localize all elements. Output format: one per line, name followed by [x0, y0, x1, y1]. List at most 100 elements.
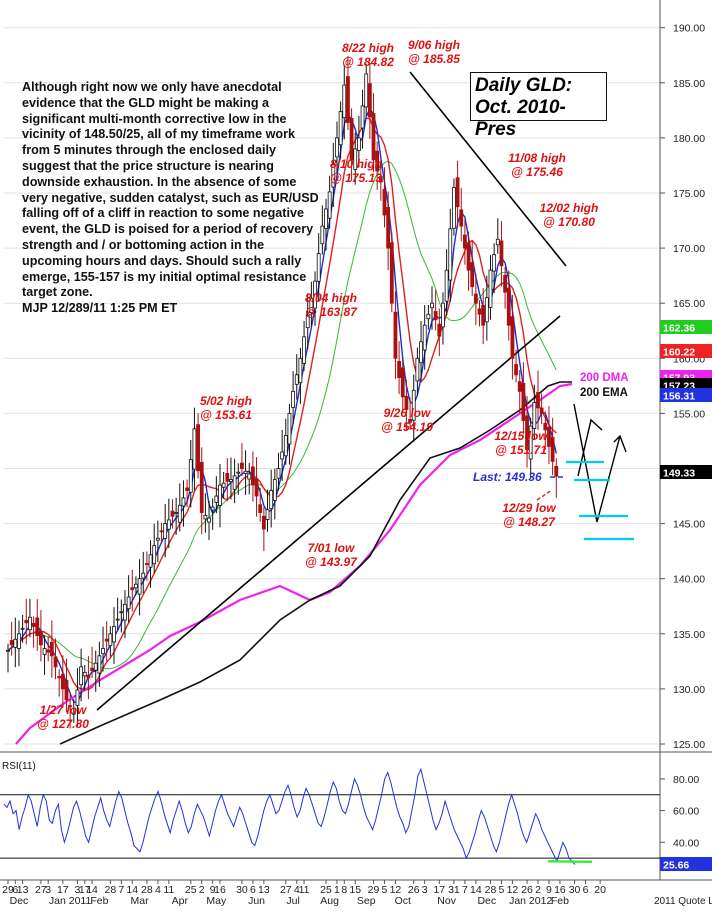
- candle-body: [134, 584, 137, 588]
- x-tick-label: 2: [199, 884, 205, 896]
- candle-body: [460, 210, 463, 226]
- candle-body: [387, 207, 390, 248]
- x-tick-label: 30: [236, 884, 248, 896]
- candle-body: [80, 667, 83, 685]
- candle-body: [339, 111, 342, 144]
- candle-body: [7, 650, 10, 651]
- candle-body: [420, 342, 423, 363]
- x-month-label: Feb: [551, 895, 569, 907]
- x-tick-label: 5: [382, 884, 388, 896]
- rsi-label: RSI(11): [2, 761, 36, 772]
- dma-label: 200 DMA: [580, 372, 629, 384]
- x-month-label: Jan 2012: [509, 895, 552, 907]
- candle-body: [182, 498, 185, 506]
- candle-body: [94, 663, 97, 670]
- price-tick-label: 190.00: [673, 23, 705, 35]
- candle-body: [91, 668, 94, 670]
- candle-body: [299, 358, 302, 382]
- candle-body: [482, 305, 485, 325]
- x-month-label: Mar: [131, 895, 150, 907]
- x-tick-label: 11: [299, 884, 310, 896]
- candle-body: [452, 187, 455, 228]
- candle-body: [295, 375, 298, 384]
- candle-body: [233, 476, 236, 489]
- candle-body: [346, 77, 349, 123]
- candle-body: [431, 303, 434, 307]
- price-tick-label: 165.00: [673, 298, 705, 310]
- candle-body: [116, 619, 119, 620]
- last-price-label: Last: 149.36: [473, 470, 542, 484]
- candle-body: [383, 189, 386, 215]
- candle-body: [14, 639, 17, 647]
- x-tick-label: 20: [594, 884, 606, 896]
- candle-body: [401, 368, 404, 397]
- x-tick-label: 6: [583, 884, 589, 896]
- candle-body: [471, 263, 474, 287]
- candle-body: [445, 270, 448, 301]
- candle-body: [416, 358, 419, 381]
- price-badge-label: 162.36: [663, 323, 695, 335]
- candle-body: [555, 466, 558, 476]
- candle-body: [197, 425, 200, 471]
- commentary-text: Although right now we only have anecdota…: [22, 80, 322, 317]
- candle-body: [167, 520, 170, 529]
- candle-body: [145, 563, 148, 564]
- x-tick-label: 8: [341, 884, 347, 896]
- candle-body: [262, 516, 265, 529]
- price-badge-label: 160.22: [663, 347, 695, 359]
- candle-body: [54, 657, 57, 667]
- price-tick-label: 130.00: [673, 684, 705, 696]
- candle-body: [204, 515, 207, 519]
- candle-body: [113, 626, 116, 642]
- candle-body: [496, 239, 499, 245]
- candle-body: [28, 617, 31, 629]
- candle-body: [511, 317, 514, 359]
- x-month-label: Jan 2011: [49, 895, 92, 907]
- candle-body: [47, 650, 50, 652]
- price-tick-label: 145.00: [673, 519, 705, 531]
- candle-body: [350, 118, 353, 160]
- candle-body: [434, 311, 437, 319]
- annotation-label: 12/02 high@ 170.80: [540, 201, 599, 229]
- candle-body: [109, 634, 112, 646]
- price-tick-label: 185.00: [673, 78, 705, 90]
- candle-body: [449, 229, 452, 280]
- candle-body: [98, 656, 101, 673]
- candle-body: [229, 480, 232, 482]
- candle-body: [211, 507, 214, 510]
- x-tick-label: 3: [422, 884, 428, 896]
- candle-body: [222, 483, 225, 487]
- candle-body: [65, 680, 68, 700]
- annotation-label: 9/26 low@ 154.19: [381, 406, 433, 434]
- candle-body: [17, 634, 20, 649]
- candle-body: [189, 460, 192, 493]
- candle-body: [368, 84, 371, 117]
- candle-body: [335, 138, 338, 157]
- candle-body: [105, 639, 108, 641]
- candle-body: [357, 138, 360, 151]
- candle-body: [303, 337, 306, 364]
- candle-body: [149, 555, 152, 567]
- annotation-label: 7/01 low@ 143.97: [305, 541, 358, 569]
- price-tick-label: 175.00: [673, 188, 705, 200]
- candle-body: [142, 573, 145, 578]
- x-month-label: Feb: [90, 895, 108, 907]
- candle-body: [120, 612, 123, 613]
- x-tick-label: 30: [569, 884, 581, 896]
- candle-body: [441, 303, 444, 327]
- candle-body: [10, 640, 13, 644]
- annotation-label: 8/10 high@ 175.13: [330, 157, 382, 185]
- annotation-label: 12/29 low@ 148.27: [502, 501, 556, 529]
- candle-body: [518, 382, 521, 392]
- x-month-label: Sep: [357, 895, 376, 907]
- candle-body: [259, 505, 262, 513]
- x-tick-label: 5: [499, 884, 505, 896]
- candle-body: [255, 479, 258, 496]
- candle-body: [164, 524, 167, 539]
- candle-body: [504, 275, 507, 292]
- candle-body: [32, 623, 35, 626]
- candle-body: [58, 676, 61, 677]
- candle-body: [500, 241, 503, 266]
- annotation-label: 11/08 high@ 175.46: [508, 151, 566, 179]
- candle-body: [277, 469, 280, 479]
